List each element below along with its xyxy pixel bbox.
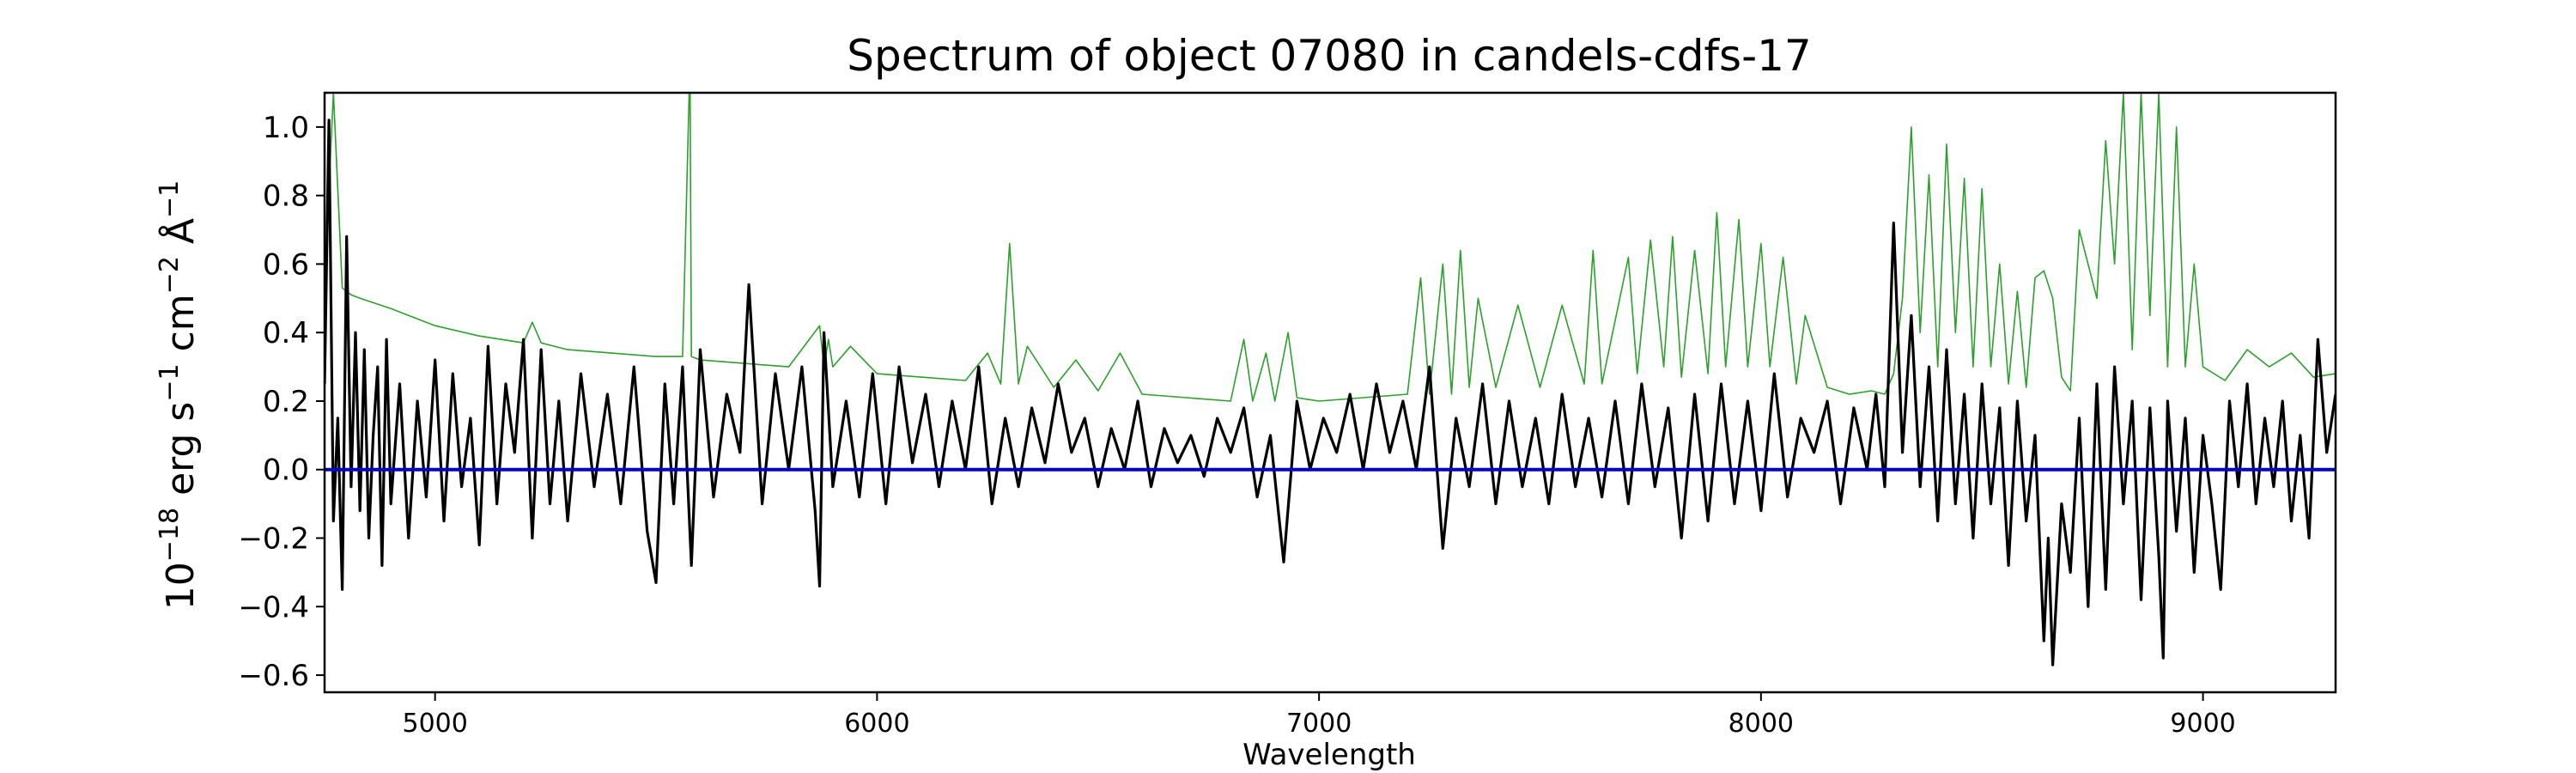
y-label-exp1: −1 [155,363,185,401]
y-tick-label: 0.2 [263,385,309,419]
plot-frame [323,91,2337,694]
x-tick-label: 5000 [403,709,468,739]
y-tick-label: 0.0 [263,453,309,488]
axis-ticks: 5000 6000 7000 8000 9000 −0.6 −0.4 −0.2 0.0 0.2 0.… [238,111,2235,739]
y-tick-label: −0.4 [238,590,309,624]
y-label-exp2: −2 [155,256,185,294]
svg-text:10−18 erg s−1 cm−2 Å−1: 10−18 erg s−1 cm−2 Å−1 [155,180,203,610]
series-line-error [325,93,2336,402]
plot-area [325,93,2336,666]
x-axis-label: Wavelength [1242,738,1416,772]
y-tick-label: 0.8 [263,180,309,214]
chart-title: Spectrum of object 07080 in candels-cdfs… [847,31,1812,81]
y-label-text3: Å [157,218,203,256]
y-label-base: 10 [159,562,203,610]
x-tick-label: 6000 [844,709,909,739]
y-label-exp3: −1 [155,180,185,218]
y-label-text1: erg s [159,402,203,508]
series-line-flux [325,119,2336,666]
x-tick-label: 7000 [1286,709,1352,739]
y-tick-label: 0.6 [263,247,309,282]
x-tick-label: 8000 [1728,709,1794,739]
y-label-exp: −18 [155,508,185,562]
y-tick-label: −0.6 [238,659,309,693]
y-tick-label: 0.4 [263,316,309,350]
y-label-text2: cm [159,294,203,363]
x-tick-label: 9000 [2170,709,2235,739]
y-tick-label: −0.2 [238,522,309,557]
y-axis-label: 10−18 erg s−1 cm−2 Å−1 [155,180,203,610]
y-tick-label: 1.0 [263,111,309,145]
